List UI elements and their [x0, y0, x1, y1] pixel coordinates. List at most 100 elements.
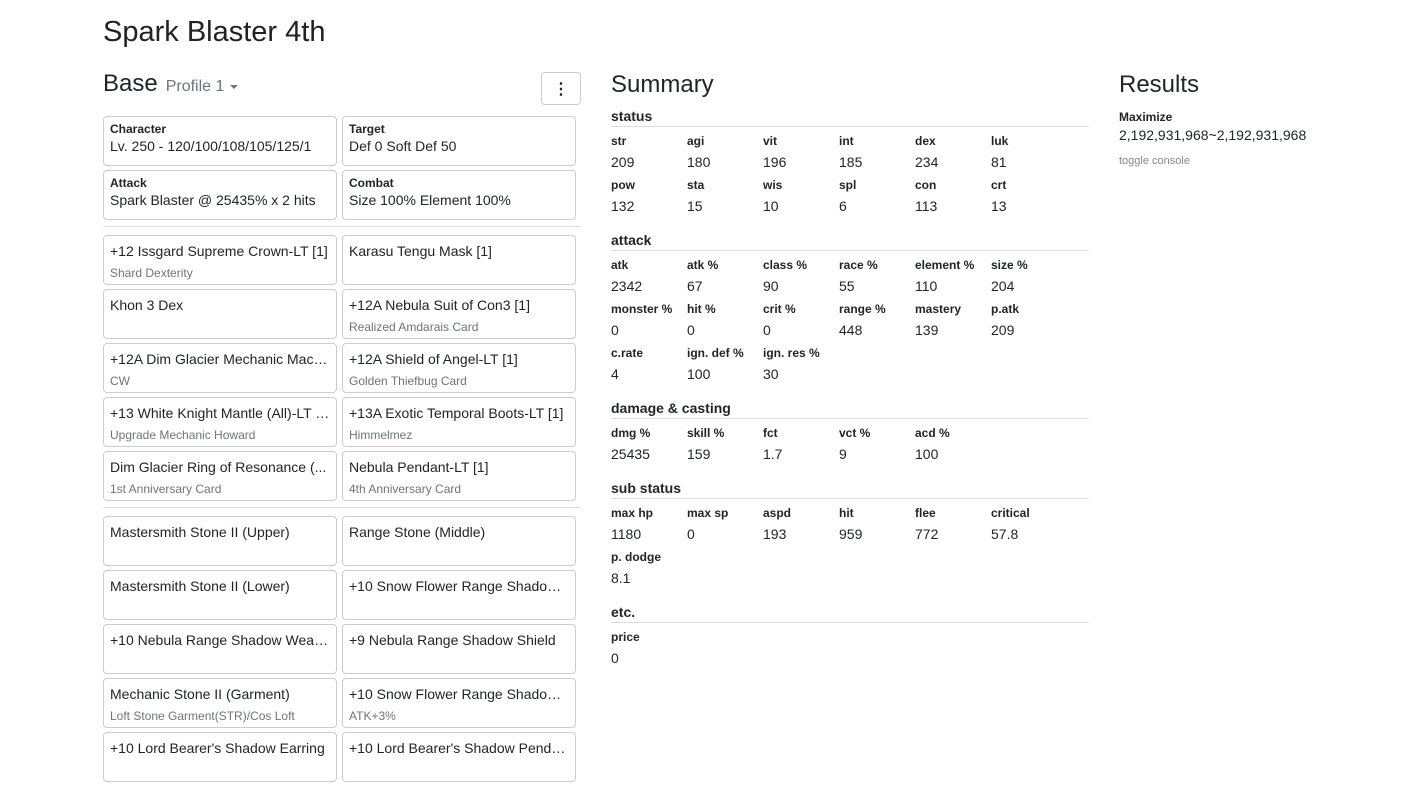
- stat-item: price 0: [611, 630, 687, 668]
- stat-label: price: [611, 630, 640, 644]
- stat-label: atk %: [687, 258, 719, 272]
- shadow-equipment-cards: Mastersmith Stone II (Upper) Range Stone …: [103, 516, 576, 782]
- item-enchant: Upgrade Mechanic Howard: [110, 428, 256, 442]
- equipment-slot-card[interactable]: +13A Exotic Temporal Boots-LT [1] Himmelm…: [342, 397, 576, 447]
- stat-item: monster % 0: [611, 302, 687, 340]
- stat-item: dex 234: [915, 134, 991, 172]
- results-panel: Results Maximize 2,192,931,968~2,192,931…: [1119, 70, 1379, 167]
- stat-value: 193: [763, 526, 787, 542]
- info-cards: Character Lv. 250 - 120/100/108/105/125/1…: [103, 116, 576, 220]
- shadow-slot-card[interactable]: Mechanic Stone II (Garment) Loft Stone Ga…: [103, 678, 337, 728]
- item-name: Khon 3 Dex: [110, 297, 184, 313]
- more-options-button[interactable]: ⋮: [541, 72, 581, 105]
- stat-value: 113: [915, 198, 938, 214]
- item-name: Mastersmith Stone II (Upper): [110, 524, 290, 540]
- profile-dropdown[interactable]: Profile 1: [166, 78, 239, 96]
- stat-label: aspd: [763, 506, 792, 520]
- stat-item: skill % 159: [687, 426, 763, 464]
- stat-label: wis: [763, 178, 783, 192]
- profile-label: Profile 1: [165, 78, 225, 95]
- shadow-slot-card[interactable]: +10 Lord Bearer's Shadow Earring: [103, 732, 337, 782]
- stat-label: race %: [839, 258, 878, 272]
- shadow-slot-card[interactable]: +10 Lord Bearer's Shadow Pendant: [342, 732, 576, 782]
- equipment-slot-card[interactable]: Dim Glacier Ring of Resonance (... 1st An…: [103, 451, 337, 501]
- item-name: +12 Issgard Supreme Crown-LT [1]: [110, 243, 328, 259]
- shadow-slot-card[interactable]: +10 Snow Flower Range Shadow Shoes ATK+3%: [342, 678, 576, 728]
- shadow-slot-card[interactable]: +9 Nebula Range Shadow Shield: [342, 624, 576, 674]
- stats-grid: price 0: [611, 630, 1089, 668]
- item-name: Mastersmith Stone II (Lower): [110, 578, 290, 594]
- equipment-slot-card[interactable]: +13 White Knight Mantle (All)-LT [1] Upgr…: [103, 397, 337, 447]
- stat-value: 30: [763, 366, 779, 382]
- item-enchant: 4th Anniversary Card: [349, 482, 462, 496]
- stat-item: sta 15: [687, 178, 763, 216]
- stat-value: 1.7: [763, 446, 783, 462]
- stat-label: int: [839, 134, 854, 148]
- info-card-combat[interactable]: Combat Size 100% Element 100%: [342, 170, 576, 220]
- stat-value: 185: [839, 154, 863, 170]
- stat-value: 110: [915, 278, 938, 294]
- card-label: Attack: [110, 176, 147, 190]
- page-title: Spark Blaster 4th: [103, 16, 326, 48]
- shadow-slot-card[interactable]: Mastersmith Stone II (Lower): [103, 570, 337, 620]
- stat-value: 448: [839, 322, 863, 338]
- stat-item: p.atk 209: [991, 302, 1067, 340]
- shadow-slot-card[interactable]: Mastersmith Stone II (Upper): [103, 516, 337, 566]
- stat-label: ign. def %: [687, 346, 744, 360]
- stat-value: 959: [839, 526, 863, 542]
- item-name: +13 White Knight Mantle (All)-LT [1]: [110, 405, 330, 421]
- equipment-slot-card[interactable]: +12A Dim Glacier Mechanic Machine... CW: [103, 343, 337, 393]
- shadow-slot-card[interactable]: +10 Snow Flower Range Shadow Armor: [342, 570, 576, 620]
- stat-item: p. dodge 8.1: [611, 550, 687, 588]
- stat-item: spl 6: [839, 178, 915, 216]
- stats-grid: dmg % 25435 skill % 159 fct 1.7 vct % 9 acd % 100: [611, 426, 1089, 464]
- stat-value: 159: [687, 446, 711, 462]
- item-name: Karasu Tengu Mask [1]: [349, 243, 492, 259]
- stat-label: fct: [763, 426, 778, 440]
- stat-item: element % 110: [915, 258, 991, 296]
- card-label: Character: [110, 122, 167, 136]
- summary-section-sub-status: sub status max hp 1180 max sp 0 aspd 193 hit 959…: [611, 480, 1089, 588]
- item-name: +12A Nebula Suit of Con3 [1]: [349, 297, 530, 313]
- stat-item: atk 2342: [611, 258, 687, 296]
- stat-value: 15: [687, 198, 703, 214]
- stat-label: crit %: [763, 302, 796, 316]
- equipment-slot-card[interactable]: +12A Shield of Angel-LT [1] Golden Thiefb…: [342, 343, 576, 393]
- stat-value: 0: [611, 650, 619, 666]
- info-card-character[interactable]: Character Lv. 250 - 120/100/108/105/125/1: [103, 116, 337, 166]
- section-title: sub status: [611, 480, 1089, 499]
- stat-value: 4: [611, 366, 619, 382]
- equipment-slot-card[interactable]: Khon 3 Dex: [103, 289, 337, 339]
- card-label: Target: [349, 122, 385, 136]
- stat-label: crt: [991, 178, 1007, 192]
- equipment-slot-card[interactable]: +12A Nebula Suit of Con3 [1] Realized Amd…: [342, 289, 576, 339]
- stat-label: class %: [763, 258, 808, 272]
- toggle-console-link[interactable]: toggle console: [1119, 155, 1190, 167]
- stat-item: critical 57.8: [991, 506, 1067, 544]
- section-title: damage & casting: [611, 400, 1089, 419]
- item-name: +10 Lord Bearer's Shadow Pendant: [349, 740, 569, 756]
- stat-value: 81: [991, 154, 1007, 170]
- equipment-slot-card[interactable]: Karasu Tengu Mask [1]: [342, 235, 576, 285]
- stat-item: hit 959: [839, 506, 915, 544]
- info-card-target[interactable]: Target Def 0 Soft Def 50: [342, 116, 576, 166]
- summary-section-etc-: etc. price 0: [611, 604, 1089, 668]
- section-title: status: [611, 108, 1089, 127]
- info-card-attack[interactable]: Attack Spark Blaster @ 25435% x 2 hits: [103, 170, 337, 220]
- stat-label: range %: [839, 302, 886, 316]
- equipment-slot-card[interactable]: +12 Issgard Supreme Crown-LT [1] Shard De…: [103, 235, 337, 285]
- stat-value: 0: [763, 322, 771, 338]
- stat-label: acd %: [915, 426, 950, 440]
- stat-label: vit: [763, 134, 778, 148]
- stat-label: p. dodge: [611, 550, 661, 564]
- stat-label: dex: [915, 134, 936, 148]
- results-title: Results: [1119, 71, 1200, 98]
- base-title: Base: [103, 70, 158, 97]
- stat-item: race % 55: [839, 258, 915, 296]
- stat-item: str 209: [611, 134, 687, 172]
- shadow-slot-card[interactable]: +10 Nebula Range Shadow Weapon: [103, 624, 337, 674]
- stat-label: hit: [839, 506, 854, 520]
- equipment-slot-card[interactable]: Nebula Pendant-LT [1] 4th Anniversary Car…: [342, 451, 576, 501]
- card-value: Def 0 Soft Def 50: [349, 138, 457, 154]
- shadow-slot-card[interactable]: Range Stone (Middle): [342, 516, 576, 566]
